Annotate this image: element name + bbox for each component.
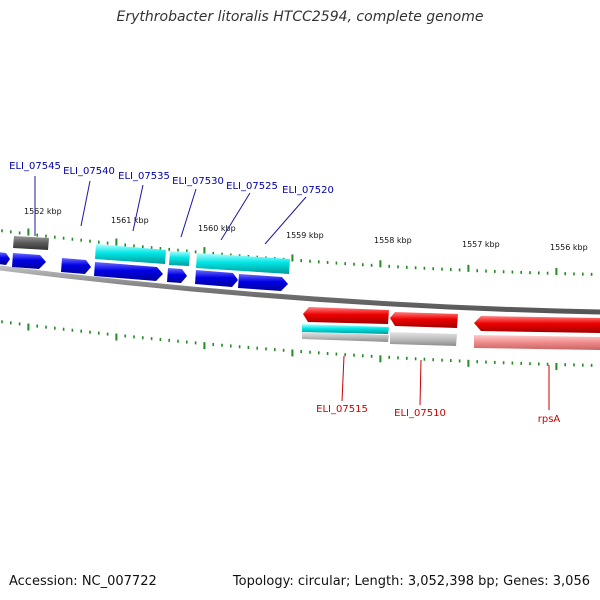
- gene-label[interactable]: ELI_07540: [63, 166, 115, 177]
- reverse-gene-track: [303, 307, 600, 333]
- gene-label[interactable]: ELI_07515: [316, 404, 368, 415]
- gene-feature[interactable]: [390, 332, 457, 346]
- gene-feature[interactable]: [195, 270, 238, 287]
- scale-label: 1559 kbp: [286, 231, 324, 240]
- accession-info: Accession: NC_007722: [9, 574, 157, 589]
- gene-label[interactable]: ELI_07545: [9, 161, 61, 172]
- forward-rna-track: [95, 244, 290, 274]
- scale-ruler-top: [1, 228, 593, 276]
- gene-feature[interactable]: [196, 253, 290, 274]
- gene-feature[interactable]: [167, 268, 187, 283]
- forward-gene-labels: ELI_07545 ELI_07540 ELI_07535 ELI_07530 …: [9, 161, 334, 196]
- gene-feature[interactable]: [238, 274, 288, 291]
- scale-label: 1558 kbp: [374, 236, 412, 245]
- forward-pseudo-track: [13, 236, 49, 250]
- gene-feature[interactable]: [0, 252, 10, 265]
- gene-feature[interactable]: [303, 307, 389, 324]
- gene-feature[interactable]: [12, 253, 46, 269]
- gene-feature[interactable]: [474, 335, 600, 350]
- gene-feature[interactable]: [474, 316, 600, 333]
- gene-feature[interactable]: [95, 244, 166, 264]
- gene-label[interactable]: ELI_07535: [118, 171, 170, 182]
- gene-feature[interactable]: [169, 251, 190, 266]
- scale-ruler-bottom: [1, 320, 593, 370]
- gene-feature[interactable]: [390, 312, 458, 328]
- forward-leader-lines: [34, 176, 307, 245]
- gene-feature[interactable]: [94, 262, 163, 281]
- scale-label: 1556 kbp: [550, 243, 588, 252]
- scale-label: 1560 kbp: [198, 224, 236, 233]
- scale-labels: 1562 kbp 1561 kbp 1560 kbp 1559 kbp 1558…: [24, 207, 588, 252]
- gene-feature[interactable]: [13, 236, 49, 250]
- forward-gene-track: [0, 252, 288, 291]
- gene-label[interactable]: ELI_07510: [394, 408, 446, 419]
- reverse-gene-labels: ELI_07515 ELI_07510 rpsA: [316, 404, 560, 425]
- scale-label: 1557 kbp: [462, 240, 500, 249]
- reverse-rna-track: [302, 324, 600, 350]
- gene-label[interactable]: ELI_07520: [282, 185, 334, 196]
- gene-label[interactable]: rpsA: [538, 414, 561, 425]
- genome-title: Erythrobacter litoralis HTCC2594, comple…: [116, 9, 484, 25]
- gene-label[interactable]: ELI_07530: [172, 176, 224, 187]
- scale-label: 1562 kbp: [24, 207, 62, 216]
- genome-backbone: [0, 265, 600, 315]
- gene-feature[interactable]: [302, 324, 389, 334]
- genome-summary: Topology: circular; Length: 3,052,398 bp…: [232, 574, 590, 589]
- gene-label[interactable]: ELI_07525: [226, 181, 278, 192]
- gene-feature[interactable]: [302, 332, 389, 342]
- reverse-leader-lines: [341, 355, 550, 410]
- scale-label: 1561 kbp: [111, 216, 149, 225]
- gene-feature[interactable]: [61, 258, 91, 274]
